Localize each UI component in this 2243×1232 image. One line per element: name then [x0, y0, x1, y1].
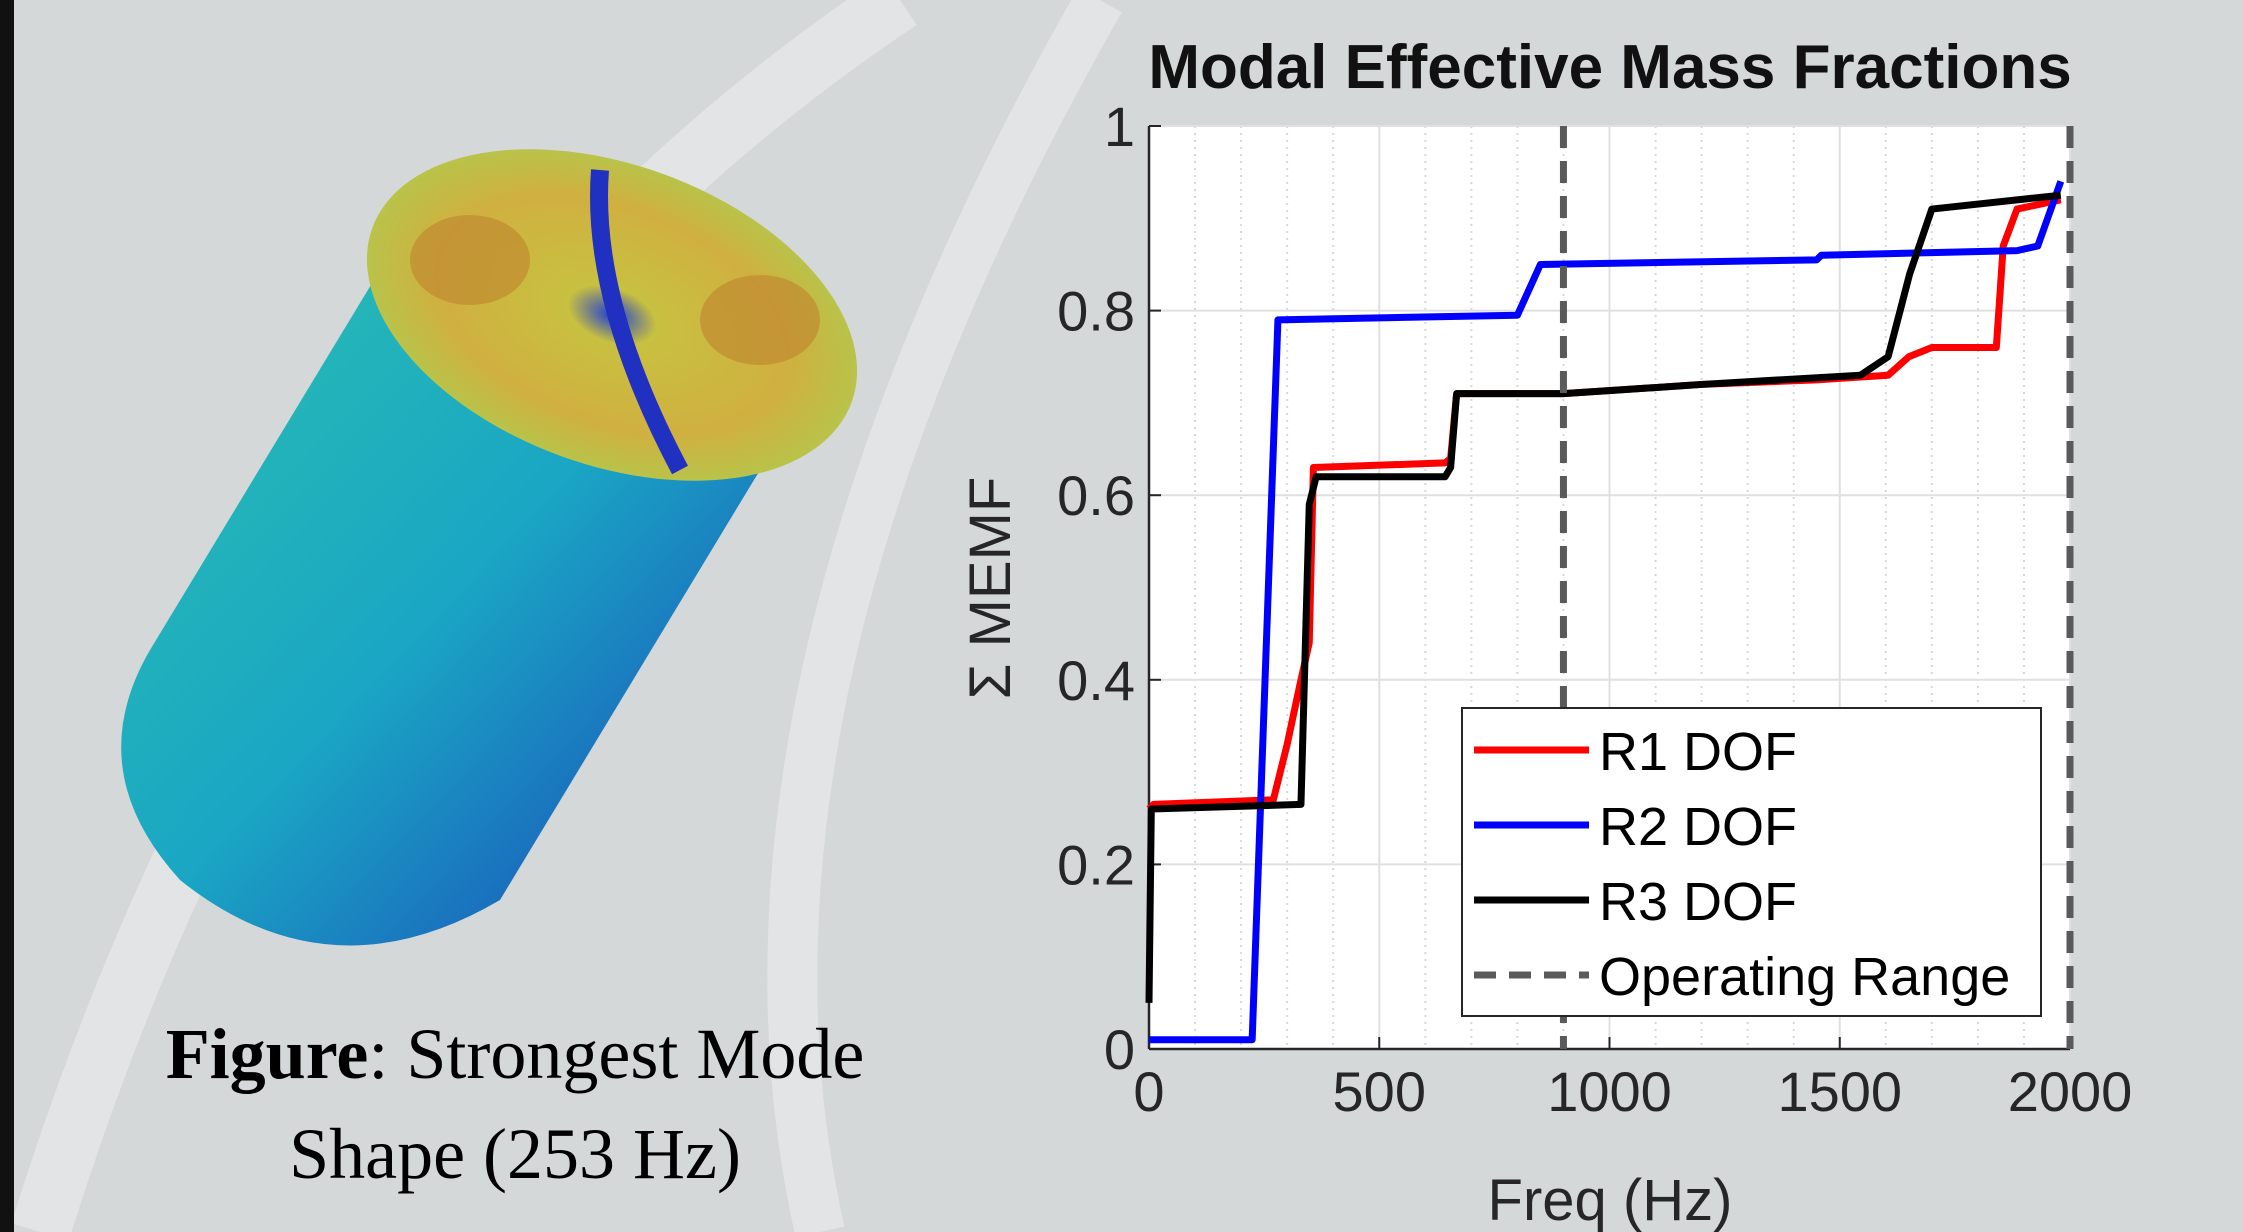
y-tick-label: 0.4 [1057, 649, 1135, 712]
left-border [0, 0, 14, 1232]
caption-lead: Figure [166, 1014, 369, 1094]
caption-line2: Shape (253 Hz) [289, 1114, 741, 1194]
x-tick-label: 1500 [1777, 1060, 1902, 1123]
slide: Figure: Strongest Mode Shape (253 Hz) Mo… [0, 0, 2243, 1232]
caption-rest: : Strongest Mode [368, 1014, 864, 1094]
y-tick-label: 0.8 [1057, 280, 1135, 343]
legend-label: R2 DOF [1599, 797, 1797, 857]
x-axis-label: Freq (Hz) [1488, 1168, 1733, 1232]
y-tick-label: 0 [1104, 1018, 1135, 1081]
x-tick-label: 1000 [1547, 1060, 1672, 1123]
y-tick-label: 0.6 [1057, 464, 1135, 527]
y-axis-label: Σ MEMF [958, 477, 1023, 700]
legend-label: Operating Range [1599, 947, 2010, 1007]
chart-title: Modal Effective Mass Fractions [1148, 33, 2071, 102]
x-tick-label: 0 [1133, 1060, 1164, 1123]
caption-line1: Figure: Strongest Mode [166, 1014, 865, 1094]
y-tick-label: 0.2 [1057, 833, 1135, 896]
x-tick-label: 2000 [2008, 1060, 2133, 1123]
y-tick-label: 1 [1104, 95, 1135, 158]
legend-label: R1 DOF [1599, 722, 1797, 782]
legend-label: R3 DOF [1599, 872, 1797, 932]
x-tick-label: 500 [1333, 1060, 1426, 1123]
